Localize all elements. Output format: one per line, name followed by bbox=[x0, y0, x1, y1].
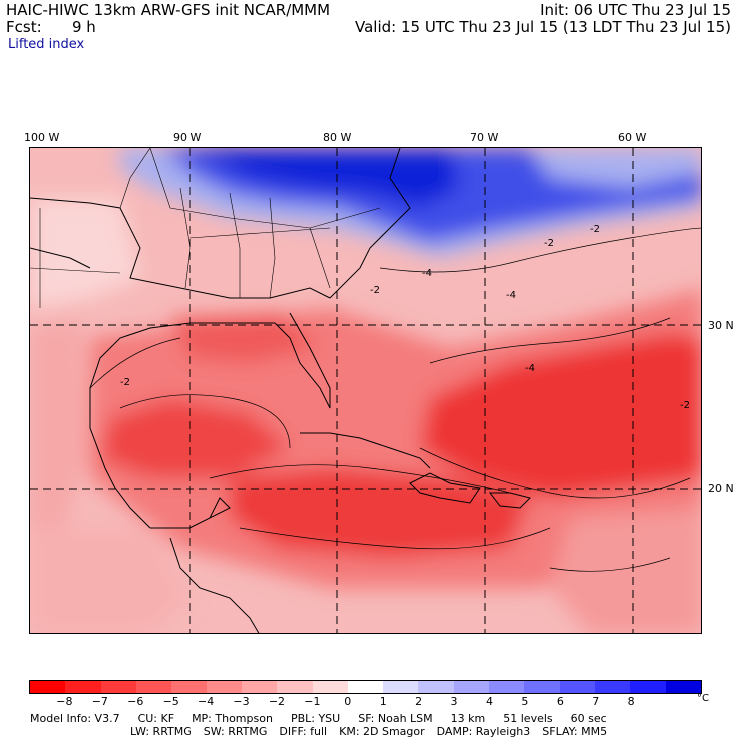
colorbar-tick-label: 3 bbox=[450, 695, 458, 708]
colorbar-swatch bbox=[30, 681, 66, 693]
model-info-item: SF: Noah LSM bbox=[358, 712, 433, 725]
contour-label-layer: -2 -2 -2 -4 -4 -2 -2 -4 bbox=[120, 224, 690, 411]
colorbar-swatch bbox=[524, 681, 560, 693]
init-time: Init: 06 UTC Thu 23 Jul 15 bbox=[540, 1, 731, 19]
colorbar-tick-label: 4 bbox=[485, 695, 493, 708]
colorbar-tick-label: 0 bbox=[344, 695, 352, 708]
colorbar-swatch bbox=[630, 681, 666, 693]
graticule bbox=[30, 148, 701, 633]
contour-label: -4 bbox=[422, 268, 432, 279]
model-info-line-2: LW: RRTMG SW: RRTMG DIFF: full KM: 2D Smago… bbox=[130, 725, 619, 738]
lon-label-60w: 60 W bbox=[618, 131, 647, 144]
model-info-item: CU: KF bbox=[137, 712, 175, 725]
colorbar-tick-label: −1 bbox=[304, 695, 321, 708]
map-canvas: -2 -2 -2 -4 -4 -2 -2 -4 bbox=[30, 148, 701, 633]
colorbar-tick-label: −5 bbox=[162, 695, 179, 708]
model-info-item: DIFF: full bbox=[279, 725, 328, 738]
coastlines bbox=[30, 148, 531, 633]
lon-label-100w: 100 W bbox=[24, 131, 60, 144]
colorbar-swatch bbox=[277, 681, 313, 693]
model-info-item: LW: RRTMG bbox=[130, 725, 192, 738]
forecast-hour: 9 h bbox=[72, 18, 96, 36]
colorbar-tick-label: −8 bbox=[56, 695, 73, 708]
state-borders bbox=[30, 148, 381, 308]
colorbar-tick-label: 2 bbox=[415, 695, 423, 708]
model-info-item: Model Info: V3.7 bbox=[30, 712, 120, 725]
colorbar-tick-label: −2 bbox=[268, 695, 286, 708]
lon-label-70w: 70 W bbox=[470, 131, 499, 144]
model-info-item: DAMP: Rayleigh3 bbox=[436, 725, 531, 738]
colorbar-tick-label: 8 bbox=[627, 695, 635, 708]
colorbar-swatch bbox=[347, 681, 384, 693]
colorbar-swatch bbox=[65, 681, 101, 693]
colorbar-swatch bbox=[489, 681, 525, 693]
contour-label: -2 bbox=[680, 400, 690, 411]
contour-label: -4 bbox=[506, 290, 516, 301]
colorbar-unit: °C bbox=[697, 693, 709, 704]
colorbar-tick-label: 7 bbox=[592, 695, 600, 708]
model-info-item: 60 sec bbox=[570, 712, 607, 725]
colorbar-swatch bbox=[206, 681, 242, 693]
model-info-item: 13 km bbox=[450, 712, 486, 725]
contour-label: -2 bbox=[120, 377, 130, 388]
shading-layer bbox=[30, 148, 701, 633]
colorbar-tick-label: −4 bbox=[197, 695, 215, 708]
lon-label-90w: 90 W bbox=[173, 131, 202, 144]
colorbar-swatch bbox=[100, 681, 136, 693]
field-name: Lifted index bbox=[8, 37, 85, 52]
model-info-item: SFLAY: MM5 bbox=[542, 725, 608, 738]
colorbar-tick-label: 6 bbox=[556, 695, 564, 708]
lat-label-20n: 20 N bbox=[708, 482, 734, 495]
model-info-item: KM: 2D Smagor bbox=[339, 725, 425, 738]
colorbar-swatch bbox=[665, 681, 701, 693]
colorbar-tick-label: −3 bbox=[233, 695, 250, 708]
contour-label: -2 bbox=[590, 224, 600, 235]
colorbar-swatch bbox=[418, 681, 454, 693]
colorbar bbox=[29, 680, 702, 694]
model-info-item: MP: Thompson bbox=[192, 712, 273, 725]
model-info-line-1: Model Info: V3.7 CU: KF MP: Thompson PBL: Y… bbox=[30, 712, 625, 725]
colorbar-swatch bbox=[312, 681, 348, 693]
colorbar-tick-label: −6 bbox=[127, 695, 144, 708]
colorbar-swatch bbox=[595, 681, 631, 693]
forecast-label: Fcst: bbox=[6, 18, 42, 36]
colorbar-swatch bbox=[135, 681, 172, 693]
lon-label-80w: 80 W bbox=[323, 131, 352, 144]
contour-label: -4 bbox=[525, 363, 535, 374]
colorbar-swatch bbox=[241, 681, 278, 693]
model-info-item: 51 levels bbox=[503, 712, 553, 725]
lat-label-30n: 30 N bbox=[708, 319, 734, 332]
colorbar-swatch bbox=[453, 681, 490, 693]
model-info-item: PBL: YSU bbox=[290, 712, 341, 725]
chart-title: HAIC-HIWC 13km ARW-GFS init NCAR/MMM bbox=[6, 1, 331, 19]
valid-time: Valid: 15 UTC Thu 23 Jul 15 (13 LDT Thu … bbox=[355, 18, 731, 36]
colorbar-swatch bbox=[383, 681, 419, 693]
model-info-item: SW: RRTMG bbox=[203, 725, 268, 738]
colorbar-swatch bbox=[559, 681, 595, 693]
lifted-index-map: -2 -2 -2 -4 -4 -2 -2 -4 bbox=[29, 147, 702, 634]
contour-lines bbox=[89, 227, 701, 572]
contour-label: -2 bbox=[544, 238, 554, 249]
colorbar-tick-label: 1 bbox=[379, 695, 387, 708]
contour-label: -2 bbox=[370, 285, 380, 296]
colorbar-swatch bbox=[171, 681, 207, 693]
colorbar-tick-label: −7 bbox=[91, 695, 108, 708]
colorbar-tick-label: 5 bbox=[521, 695, 529, 708]
